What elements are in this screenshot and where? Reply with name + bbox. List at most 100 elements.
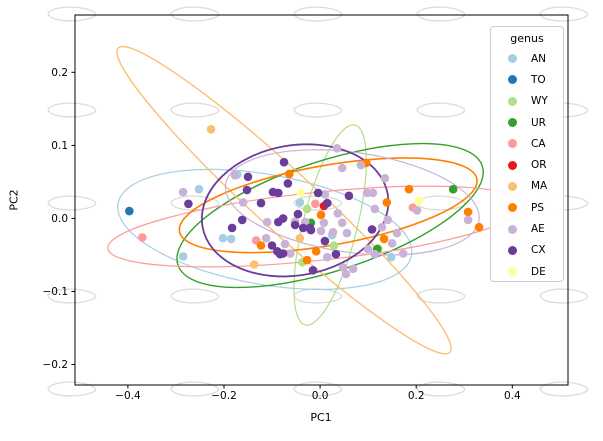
point-PS xyxy=(285,169,294,179)
point-AN xyxy=(386,252,396,262)
ellipse-CA xyxy=(107,185,527,268)
wing-outline-watermark xyxy=(47,102,97,118)
x-tick-label: 0.2 xyxy=(408,390,425,402)
point-CX xyxy=(293,209,303,219)
wing-outline-watermark xyxy=(416,102,466,118)
point-CX xyxy=(268,187,278,197)
legend-label-AE: AE xyxy=(531,223,545,236)
legend-swatch-CA xyxy=(508,139,517,149)
point-AE xyxy=(370,204,380,214)
point-AE xyxy=(332,144,342,153)
point-AE xyxy=(238,198,248,207)
point-PS xyxy=(302,255,312,265)
point-AE xyxy=(412,206,422,215)
point-AE xyxy=(280,239,290,249)
x-tick-label: −0.4 xyxy=(115,390,141,402)
x-tick-label: 0.0 xyxy=(312,390,329,402)
ellipse-MA xyxy=(116,45,452,355)
x-tick-label: 0.4 xyxy=(504,390,521,402)
wing-outline-watermark xyxy=(293,6,343,22)
point-AE xyxy=(370,249,380,259)
point-TO xyxy=(125,206,134,216)
point-CX xyxy=(278,214,288,223)
point-AE xyxy=(342,228,352,238)
y-tick-label: −0.1 xyxy=(43,286,69,298)
ellipse-CX xyxy=(200,143,390,278)
point-PS xyxy=(379,234,389,244)
point-AE xyxy=(328,228,338,237)
legend-label-WY: WY xyxy=(531,95,548,108)
wing-outline-watermark xyxy=(416,288,466,304)
point-UR xyxy=(448,184,458,194)
point-CX xyxy=(279,157,289,167)
legend-swatch-TO xyxy=(508,75,517,85)
point-PS xyxy=(404,184,414,194)
ellipse-AE xyxy=(224,149,480,256)
point-PS xyxy=(256,241,266,250)
wing-outline-watermark xyxy=(47,381,97,397)
y-tick-label: 0.1 xyxy=(51,140,68,152)
point-CX xyxy=(298,223,308,233)
legend-label-TO: TO xyxy=(531,73,546,86)
point-AN xyxy=(226,234,236,244)
legend-swatch-AE xyxy=(508,224,517,234)
point-CX xyxy=(331,249,341,259)
point-CX xyxy=(243,172,253,182)
point-CX xyxy=(323,198,332,208)
legend-swatch-DE xyxy=(508,267,517,277)
point-CX xyxy=(256,198,266,208)
point-MA xyxy=(206,125,216,134)
point-AE xyxy=(383,215,393,225)
point-PS xyxy=(311,247,321,256)
legend-label-CX: CX xyxy=(531,244,546,257)
point-CX xyxy=(305,223,315,233)
wing-outline-watermark xyxy=(539,288,589,304)
point-AE xyxy=(392,228,402,238)
legend-item-AN: AN xyxy=(491,48,563,69)
y-tick-label: 0.0 xyxy=(51,213,68,225)
point-AE xyxy=(463,215,473,225)
y-tick-label: −0.2 xyxy=(43,359,69,371)
point-AE xyxy=(368,188,378,198)
legend-item-PS: PS xyxy=(491,197,563,218)
point-AE xyxy=(338,263,348,272)
point-AE xyxy=(230,171,240,180)
point-DE xyxy=(296,188,306,198)
point-CX xyxy=(313,188,323,198)
point-AE xyxy=(398,249,408,258)
legend-swatch-OR xyxy=(508,160,517,170)
axis-ticks: −0.4 −0.2 0.0 0.2 0.4 −0.2 −0.1 0.0 0.1 0.2 xyxy=(43,67,521,402)
point-CX xyxy=(308,266,318,275)
point-AN xyxy=(295,198,305,207)
point-AN xyxy=(178,252,188,261)
x-axis-label: PC1 xyxy=(310,411,332,424)
point-PS xyxy=(463,207,473,217)
point-AE xyxy=(178,187,188,197)
legend-label-AN: AN xyxy=(531,52,547,65)
legend-item-CA: CA xyxy=(491,133,563,154)
legend-item-CX: CX xyxy=(491,240,563,261)
scatter-points xyxy=(125,125,484,279)
wing-outline-watermark xyxy=(47,6,97,22)
point-CX xyxy=(283,179,293,188)
point-WY xyxy=(302,204,312,214)
point-AE xyxy=(320,190,330,199)
point-AE xyxy=(337,163,347,173)
point-AE xyxy=(380,174,390,183)
legend-swatch-UR xyxy=(508,118,517,128)
point-AE xyxy=(316,226,326,236)
point-PS xyxy=(474,222,484,232)
point-PS xyxy=(316,210,326,220)
point-AE xyxy=(337,218,347,228)
legend-item-UR: UR xyxy=(491,112,563,133)
point-AE xyxy=(363,244,373,254)
ellipse-AN xyxy=(117,168,413,291)
point-CX xyxy=(320,236,330,246)
legend-label-PS: PS xyxy=(531,201,544,214)
point-AE xyxy=(377,222,387,232)
wing-outline-watermark xyxy=(47,195,97,211)
point-AE xyxy=(341,269,351,279)
ellipse-UR xyxy=(176,142,484,289)
